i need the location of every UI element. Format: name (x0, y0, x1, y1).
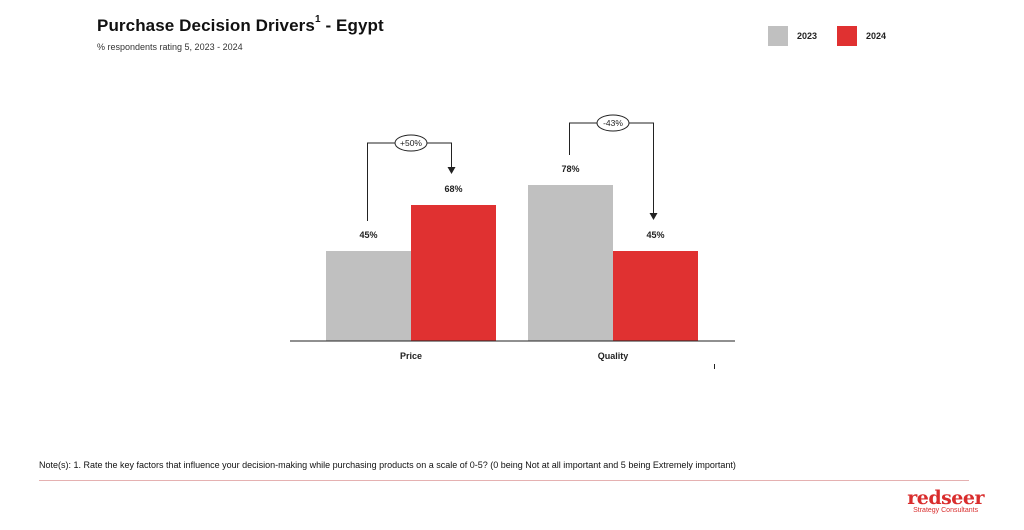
x-tick-label-price: Price (400, 351, 422, 361)
logo-wordmark: redseer (907, 487, 984, 509)
chart-subtitle: % respondents rating 5, 2023 - 2024 (97, 42, 243, 52)
chart-title-text: Purchase Decision Drivers (97, 16, 315, 35)
chart-title-footnote-marker: 1 (314, 14, 321, 26)
growth-bubble-quality (596, 114, 630, 132)
footer-divider (39, 480, 969, 481)
bar-price-2024 (411, 205, 496, 341)
growth-label-quality: -43% (603, 118, 623, 128)
chart-legend: 2023 2024 (768, 26, 906, 46)
bar-price-2023 (326, 251, 411, 341)
legend-label-2023: 2023 (797, 31, 818, 41)
data-label-price-2023: 45% (359, 230, 377, 240)
logo-tagline: Strategy Consultants (913, 507, 979, 514)
redseer-logo: redseer Strategy Consultants (907, 488, 984, 514)
bar-quality-2024 (613, 251, 698, 341)
growth-arrowhead-quality (649, 213, 658, 220)
legend-swatch-2024 (837, 26, 858, 46)
data-label-price-2024: 68% (444, 184, 462, 194)
bar-chart: 45% 68% Price 78% 45% Quality +50% -43% (290, 114, 735, 361)
growth-label-price: +50% (400, 138, 422, 148)
legend-swatch-2023 (768, 26, 788, 46)
growth-arrowhead-price (447, 167, 456, 174)
legend-label-2024: 2024 (866, 31, 887, 41)
legend-item-2023: 2023 (768, 26, 817, 46)
chart-title: Purchase Decision Drivers1 - Egypt (97, 14, 384, 36)
footnote: Note(s): 1. Rate the key factors that in… (39, 460, 736, 470)
chart-title-suffix: - Egypt (320, 16, 384, 35)
x-tick-label-quality: Quality (598, 351, 629, 361)
legend-item-2024: 2024 (837, 26, 886, 46)
data-label-quality-2023: 78% (561, 164, 579, 174)
data-label-quality-2024: 45% (646, 230, 664, 240)
growth-bubble-price (394, 134, 428, 152)
bar-quality-2023 (528, 185, 613, 341)
stray-tick-mark (714, 364, 715, 369)
